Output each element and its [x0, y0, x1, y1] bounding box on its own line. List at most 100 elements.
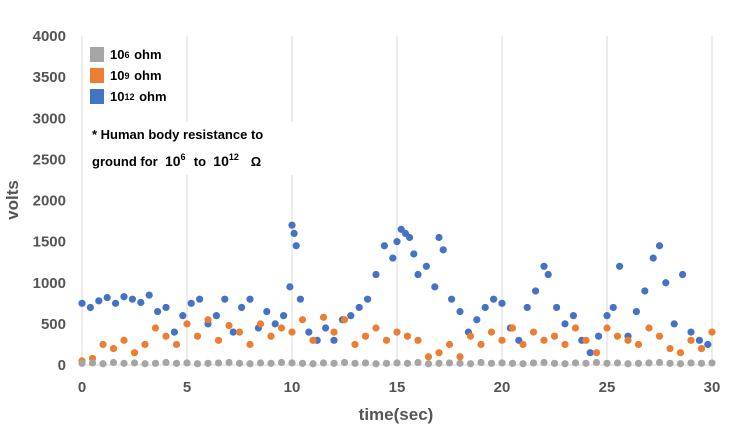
legend-swatch-1e12: [90, 89, 104, 104]
data-point: [466, 360, 475, 368]
data-point: [445, 340, 454, 349]
data-point: [424, 353, 433, 361]
data-point: [592, 358, 601, 367]
data-point: [151, 359, 160, 367]
legend-item-1e6: 10 6 ohm: [90, 44, 167, 65]
data-point: [523, 303, 531, 312]
data-point: [170, 328, 178, 336]
data-point: [595, 332, 603, 340]
note-to-exp: 12: [228, 152, 239, 162]
data-point: [340, 358, 349, 367]
data-point: [154, 307, 162, 316]
data-point: [410, 250, 418, 258]
data-point: [613, 359, 622, 367]
data-point: [456, 359, 464, 367]
data-point: [553, 303, 561, 312]
data-point: [263, 307, 271, 316]
y-tick-label: 2000: [33, 193, 66, 210]
note-unit: Ω: [250, 154, 262, 169]
data-point: [351, 359, 359, 367]
data-point: [193, 360, 202, 368]
series-6: [78, 358, 716, 368]
data-point: [393, 359, 401, 367]
data-point: [697, 359, 706, 367]
data-point: [330, 359, 338, 367]
data-point: [508, 324, 517, 332]
data-point: [435, 359, 443, 367]
data-point: [414, 270, 422, 279]
data-point: [695, 336, 704, 344]
data-point: [183, 320, 191, 328]
data-point: [141, 340, 149, 349]
legend-item-1e12: 10 12 ohm: [90, 86, 167, 107]
data-point: [609, 303, 617, 312]
data-point: [655, 332, 664, 340]
legend-base-1e6: 10: [110, 47, 125, 62]
x-axis-ticks: 0 5 10 15 20 25 30: [78, 379, 721, 396]
data-point: [355, 303, 363, 312]
data-point: [309, 360, 317, 368]
data-point: [280, 312, 288, 320]
data-point: [235, 359, 244, 367]
data-point: [141, 360, 149, 368]
note-connector: to: [193, 154, 207, 169]
data-point: [477, 340, 485, 349]
legend-unit-1e12: ohm: [139, 89, 167, 104]
data-point: [571, 324, 580, 332]
data-point: [187, 299, 195, 307]
note-to-base: 10: [213, 153, 229, 169]
data-point: [519, 360, 527, 368]
data-point: [162, 358, 170, 367]
data-point: [481, 303, 489, 312]
x-tick-label: 15: [389, 379, 406, 396]
legend-swatch-1e9: [90, 68, 104, 83]
data-point: [309, 336, 317, 344]
data-point: [616, 262, 624, 270]
data-point: [422, 262, 430, 270]
data-point: [277, 358, 286, 367]
data-point: [351, 340, 359, 349]
data-point: [292, 242, 300, 250]
data-point: [162, 332, 170, 340]
data-point: [212, 312, 220, 320]
data-point: [361, 332, 370, 340]
data-point: [519, 340, 527, 349]
data-point: [540, 262, 548, 270]
data-point: [414, 358, 422, 367]
data-point: [708, 328, 716, 336]
data-point: [193, 332, 202, 340]
data-point: [529, 359, 538, 367]
x-tick-label: 10: [284, 379, 301, 396]
y-tick-label: 1000: [33, 275, 66, 292]
data-point: [603, 359, 611, 367]
data-point: [435, 349, 443, 357]
data-point: [78, 299, 86, 307]
data-point: [225, 321, 233, 330]
data-point: [372, 324, 380, 332]
data-point: [592, 349, 601, 357]
data-point: [393, 328, 401, 336]
y-tick-label: 0: [58, 357, 66, 374]
x-tick-label: 30: [704, 379, 721, 396]
data-point: [86, 303, 94, 312]
data-point: [498, 299, 506, 307]
data-point: [340, 316, 349, 324]
data-point: [380, 242, 388, 250]
note-prefix: ground for: [92, 154, 158, 169]
y-tick-label: 3000: [33, 110, 66, 127]
data-point: [256, 320, 265, 328]
data-point: [498, 359, 506, 367]
data-point: [456, 353, 464, 361]
data-points: [78, 221, 716, 368]
data-point: [151, 324, 160, 332]
data-point: [204, 359, 212, 367]
data-point: [431, 283, 439, 291]
y-tick-label: 500: [41, 316, 66, 333]
series-12: [78, 221, 712, 357]
data-point: [445, 359, 454, 367]
data-point: [662, 279, 670, 287]
data-point: [561, 320, 569, 328]
data-point: [389, 254, 397, 262]
data-point: [120, 336, 128, 344]
data-point: [624, 336, 632, 344]
